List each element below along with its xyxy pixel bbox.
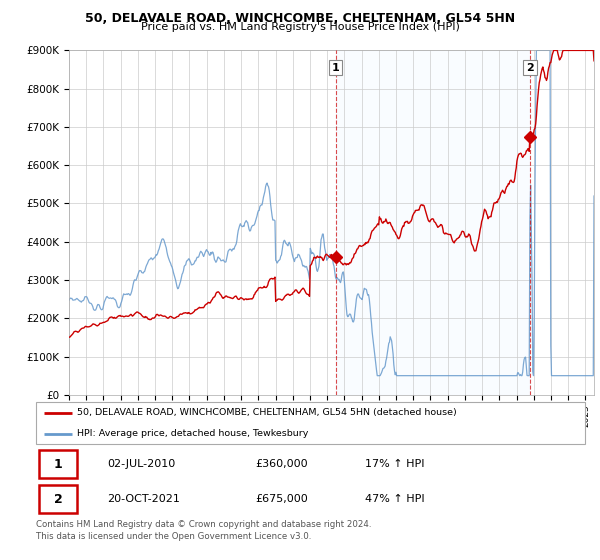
Text: 02-JUL-2010: 02-JUL-2010 [107, 459, 176, 469]
Text: 1: 1 [53, 458, 62, 471]
Text: 50, DELAVALE ROAD, WINCHCOMBE, CHELTENHAM, GL54 5HN: 50, DELAVALE ROAD, WINCHCOMBE, CHELTENHA… [85, 12, 515, 25]
Text: 20-OCT-2021: 20-OCT-2021 [107, 494, 180, 505]
Text: 2: 2 [53, 493, 62, 506]
Text: £360,000: £360,000 [256, 459, 308, 469]
Text: 2: 2 [526, 63, 534, 73]
Text: This data is licensed under the Open Government Licence v3.0.: This data is licensed under the Open Gov… [36, 532, 311, 541]
Bar [39, 450, 77, 478]
Text: 47% ↑ HPI: 47% ↑ HPI [365, 494, 425, 505]
Text: Contains HM Land Registry data © Crown copyright and database right 2024.: Contains HM Land Registry data © Crown c… [36, 520, 371, 529]
Text: 17% ↑ HPI: 17% ↑ HPI [365, 459, 425, 469]
Text: £675,000: £675,000 [256, 494, 308, 505]
Text: 1: 1 [332, 63, 340, 73]
Bar [336, 50, 530, 395]
Text: 50, DELAVALE ROAD, WINCHCOMBE, CHELTENHAM, GL54 5HN (detached house): 50, DELAVALE ROAD, WINCHCOMBE, CHELTENHA… [77, 408, 457, 417]
Text: HPI: Average price, detached house, Tewkesbury: HPI: Average price, detached house, Tewk… [77, 429, 308, 438]
Bar [39, 486, 77, 514]
Text: Price paid vs. HM Land Registry's House Price Index (HPI): Price paid vs. HM Land Registry's House … [140, 22, 460, 32]
